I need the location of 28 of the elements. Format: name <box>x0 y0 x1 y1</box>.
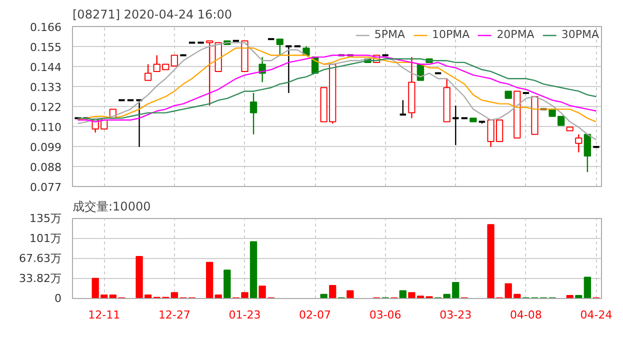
x-tick-label: 04-08 <box>510 308 542 322</box>
y-tick-label: 0.166 <box>30 21 62 34</box>
x-tick-label: 04-24 <box>580 308 612 322</box>
legend-label: 10PMA <box>432 28 470 41</box>
y-tick-label: 33.82万 <box>19 272 62 285</box>
y-tick-label: 0.122 <box>30 101 62 114</box>
chart-title: [08271] 2020-04-24 16:00 <box>72 8 232 22</box>
y-tick-label: 0.144 <box>30 61 62 74</box>
legend-label: 20PMA <box>496 28 534 41</box>
y-tick-label: 0.099 <box>30 141 62 154</box>
x-tick-label: 03-23 <box>440 308 472 322</box>
y-tick-label: 0.088 <box>30 161 62 174</box>
chart-title: 成交量:10000 <box>72 200 151 214</box>
y-tick-label: 0.110 <box>30 121 62 134</box>
y-tick-label: 67.63万 <box>19 252 62 266</box>
x-tick-label: 12-27 <box>158 308 190 322</box>
y-tick-label: 0.133 <box>30 81 62 94</box>
y-tick-label: 101万 <box>30 232 62 245</box>
y-tick-label: 0.155 <box>30 41 62 54</box>
legend-label: 30PMA <box>561 28 599 41</box>
y-tick-label: 135万 <box>30 212 62 225</box>
x-tick-label: 02-07 <box>299 308 332 322</box>
x-tick-label: 12-11 <box>88 308 120 322</box>
x-tick-label: 03-06 <box>369 308 402 322</box>
y-tick-label: 0 <box>54 292 62 305</box>
legend-label: 5PMA <box>374 28 406 41</box>
x-tick-label: 01-23 <box>228 308 261 322</box>
y-tick-label: 0.077 <box>30 181 62 194</box>
